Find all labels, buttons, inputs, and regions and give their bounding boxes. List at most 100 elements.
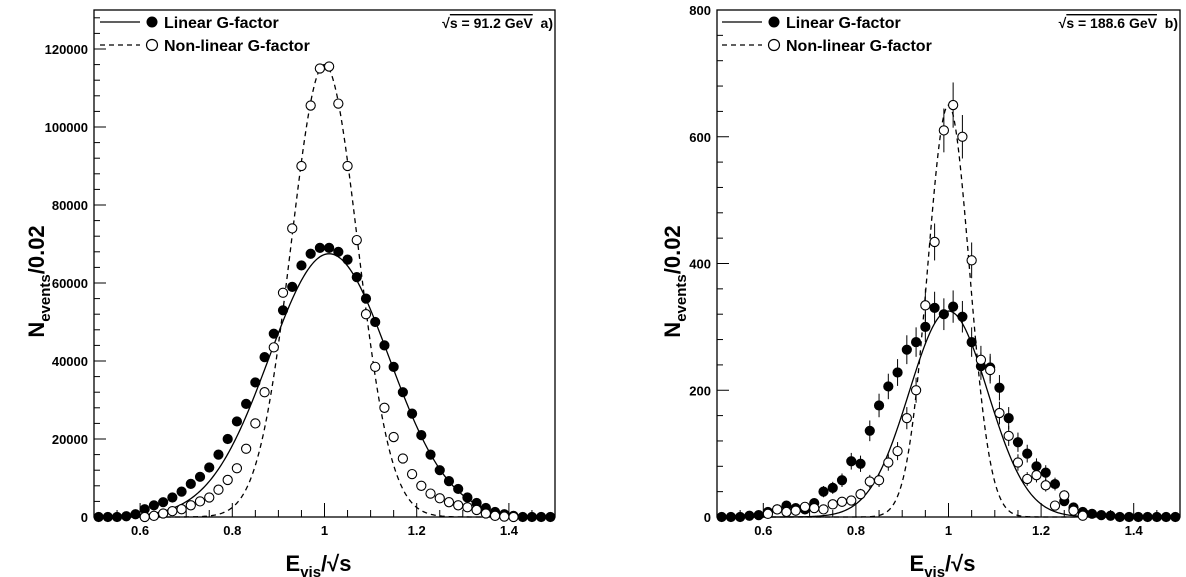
linear-data-point xyxy=(222,433,233,445)
linear-data-point xyxy=(121,511,132,522)
y-tick-label: 200 xyxy=(689,383,711,398)
linear-data-point xyxy=(994,382,1005,393)
linear-data-point xyxy=(296,260,307,271)
nonlinear-data-point xyxy=(910,385,922,396)
panel-label: a) xyxy=(533,15,553,31)
linear-data-point xyxy=(744,510,755,521)
nonlinear-data-point xyxy=(443,497,455,508)
legend-label: Linear G-factor xyxy=(786,15,901,32)
nonlinear-data-point xyxy=(818,504,829,515)
y-tick-label: 0 xyxy=(704,510,711,525)
nonlinear-data-point xyxy=(489,510,501,521)
linear-data-point xyxy=(716,511,727,523)
x-tick-label: 0.6 xyxy=(131,523,149,538)
legend-marker-filled xyxy=(146,16,158,28)
linear-data-point xyxy=(287,281,298,292)
linear-data-point xyxy=(948,301,959,312)
linear-data-point xyxy=(1123,511,1135,523)
energy-value: s = 188.6 GeV xyxy=(1066,15,1157,31)
linear-data-point xyxy=(753,509,764,521)
y-tick-label: 600 xyxy=(689,130,711,145)
x-tick-label: 1.4 xyxy=(1125,523,1144,538)
x-axis-title-sep: / xyxy=(321,551,327,576)
nonlinear-data-point xyxy=(194,496,206,507)
linear-data-point xyxy=(1133,511,1144,523)
nonlinear-data-point xyxy=(966,255,977,266)
nonlinear-data-point xyxy=(799,501,811,513)
x-axis-title: Evis/√s xyxy=(910,551,976,577)
linear-data-point xyxy=(873,400,885,411)
y-tick-label: 400 xyxy=(689,257,711,272)
x-tick-label: 0.8 xyxy=(223,523,241,538)
nonlinear-data-point xyxy=(287,223,298,234)
chart-panel-a: 0 20000 40000 60000 80000 100000 120000 0.6 0.8 1… xyxy=(24,9,556,577)
nonlinear-data-point xyxy=(772,504,783,515)
linear-data-point xyxy=(406,408,418,419)
chart-panel-b: 0 200 400 600 800 0.6 0.8 1 1.2 1.4 Linear G-facto… xyxy=(660,3,1181,577)
x-axis-title-sub: vis xyxy=(924,564,945,577)
nonlinear-data-point xyxy=(370,361,381,372)
linear-data-point xyxy=(231,416,243,427)
nonlinear-data-point xyxy=(781,506,792,518)
linear-data-point xyxy=(277,305,289,316)
linear-data-point xyxy=(102,511,113,523)
nonlinear-data-point xyxy=(240,443,252,454)
nonlinear-data-point xyxy=(855,489,866,500)
legend-label: Non-linear G-factor xyxy=(786,38,932,55)
legend-marker-open xyxy=(767,38,781,52)
y-axis-title: Nevents/0.02 xyxy=(24,225,54,337)
linear-data-point xyxy=(1170,511,1181,523)
linear-data-point xyxy=(1096,509,1107,521)
linear-data-point xyxy=(883,381,894,392)
x-axis-title-root: √ xyxy=(327,551,340,576)
x-axis-title-main: E xyxy=(286,551,301,576)
x-tick-label: 1 xyxy=(945,523,952,538)
nonlinear-data-point xyxy=(762,508,774,519)
linear-data-point xyxy=(416,430,427,441)
linear-data-point xyxy=(388,361,399,372)
nonlinear-data-point xyxy=(416,480,427,491)
nonlinear-data-point xyxy=(453,500,464,511)
y-axis-title: Nevents/0.02 xyxy=(660,225,690,337)
nonlinear-data-point xyxy=(425,488,436,499)
linear-data-point xyxy=(1003,413,1014,424)
linear-fit-curve xyxy=(717,310,1180,518)
nonlinear-fit-curve xyxy=(94,63,555,518)
linear-data-point xyxy=(111,511,123,523)
nonlinear-data-point xyxy=(809,502,820,514)
nonlinear-data-point xyxy=(1049,500,1061,511)
linear-data-point xyxy=(846,456,857,467)
energy-label: √s = 91.2 GeV a) xyxy=(442,15,553,31)
y-axis-title-tail: /0.02 xyxy=(24,225,49,274)
nonlinear-data-point xyxy=(985,364,996,376)
linear-data-point xyxy=(910,336,922,348)
linear-data-point xyxy=(342,254,353,265)
nonlinear-data-point xyxy=(901,412,912,424)
x-axis-title-root: √ xyxy=(951,551,964,576)
nonlinear-data-point xyxy=(434,493,445,504)
nonlinear-data-point xyxy=(185,500,196,511)
nonlinear-data-point xyxy=(836,496,848,507)
nonlinear-data-point xyxy=(929,236,940,248)
y-tick-label: 40000 xyxy=(52,354,88,369)
nonlinear-data-point xyxy=(406,468,418,480)
nonlinear-data-point xyxy=(1022,473,1033,485)
y-tick-label: 100000 xyxy=(45,120,88,135)
linear-data-point xyxy=(453,483,464,495)
linear-data-point xyxy=(1040,467,1051,478)
nonlinear-data-point xyxy=(1077,510,1088,521)
nonlinear-data-point xyxy=(360,309,372,320)
nonlinear-data-point xyxy=(342,160,353,172)
linear-data-point xyxy=(360,293,372,304)
linear-data-point xyxy=(855,458,866,469)
plot-frame xyxy=(93,9,556,518)
y-tick-label: 0 xyxy=(81,510,88,525)
nonlinear-data-point xyxy=(259,387,270,398)
linear-data-point xyxy=(370,316,381,328)
linear-data-point xyxy=(213,449,224,460)
linear-data-point xyxy=(167,492,178,503)
panel-label: b) xyxy=(1157,15,1178,31)
x-tick-label: 1.2 xyxy=(408,523,426,538)
nonlinear-data-point xyxy=(213,484,224,495)
